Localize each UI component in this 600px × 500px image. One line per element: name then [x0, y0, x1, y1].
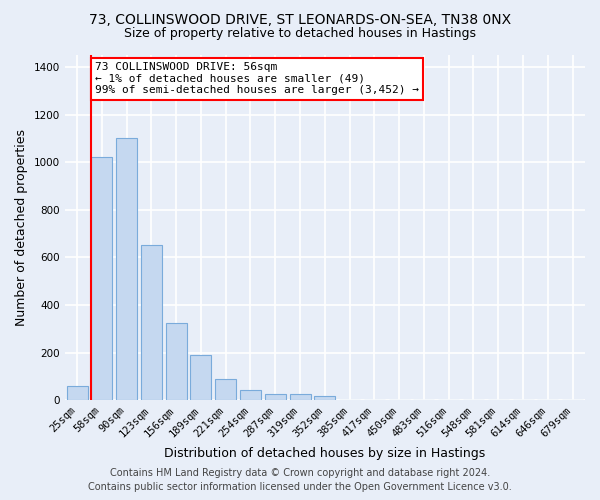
Bar [116, 138, 137, 400]
Bar [67, 386, 88, 400]
Bar [190, 355, 211, 400]
Bar [141, 246, 162, 400]
Y-axis label: Number of detached properties: Number of detached properties [15, 129, 28, 326]
Bar [265, 394, 286, 400]
Bar [91, 158, 112, 400]
Bar [240, 390, 261, 400]
Text: 73, COLLINSWOOD DRIVE, ST LEONARDS-ON-SEA, TN38 0NX: 73, COLLINSWOOD DRIVE, ST LEONARDS-ON-SE… [89, 12, 511, 26]
Bar [215, 380, 236, 400]
Text: Size of property relative to detached houses in Hastings: Size of property relative to detached ho… [124, 28, 476, 40]
Text: Contains HM Land Registry data © Crown copyright and database right 2024.
Contai: Contains HM Land Registry data © Crown c… [88, 468, 512, 492]
Bar [290, 394, 311, 400]
Text: 73 COLLINSWOOD DRIVE: 56sqm
← 1% of detached houses are smaller (49)
99% of semi: 73 COLLINSWOOD DRIVE: 56sqm ← 1% of deta… [95, 62, 419, 96]
Bar [314, 396, 335, 400]
Bar [166, 323, 187, 400]
X-axis label: Distribution of detached houses by size in Hastings: Distribution of detached houses by size … [164, 447, 485, 460]
